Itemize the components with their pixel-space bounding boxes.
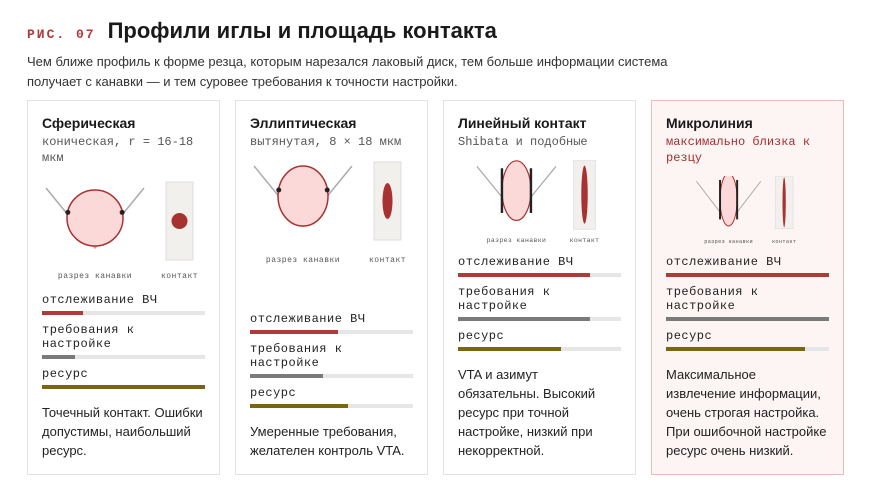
caption: контакт [772,239,796,245]
contact-patch [782,177,786,228]
card-title: Микролиния [666,115,753,131]
contact-point [119,209,125,215]
caption: разрез канавки [487,237,547,244]
diagram: разрез канавки контакт [695,176,796,245]
card-bottom: отслеживание ВЧ требования к настройке рес… [250,304,413,460]
metric-bar [458,317,591,321]
metric-bar [250,404,348,408]
caption: контакт [369,256,406,265]
metric-bar [666,317,829,321]
groove [45,187,145,250]
header: РИС. 07 Профили иглы и площадь контакта [27,18,497,44]
metric-track [42,311,205,315]
metric-bar [42,385,205,389]
stylus-profile [719,176,738,227]
card: Микролиния максимально близка к резцу разр… [651,100,844,475]
metric-label: требования к настройке [666,285,759,313]
metric-bar [458,347,561,351]
metric-bar [666,273,829,277]
card-description: Умеренные требования, желателен контроль… [250,424,405,458]
metric-track [666,317,829,321]
card-bottom: отслеживание ВЧ требования к настройке рес… [666,247,829,460]
card-description: Точечный контакт. Ошибки допустимы, наиб… [42,405,203,458]
card: Эллиптическая вытянутая, 8 × 18 мкм разрез… [235,100,428,475]
diagram: разрез канавки контакт [45,181,198,281]
metric-label: отслеживание ВЧ [42,293,158,307]
metric-label: ресурс [42,367,89,381]
cards: Сферическая коническая, r = 16-18 мкм разр… [27,100,844,475]
contact-patch [581,165,588,224]
metric-bar [250,374,324,378]
metric-track [666,273,829,277]
metric-bar [458,273,591,277]
metric-bar [666,347,805,351]
caption: разрез канавки [58,272,132,281]
stylus-profile [66,189,124,247]
card-subtitle: максимально близка к резцу [666,135,811,165]
card: Сферическая коническая, r = 16-18 мкм разр… [27,100,220,475]
metric-track [458,273,621,277]
metric-label: ресурс [458,329,505,343]
metric-label: требования к настройке [42,323,135,351]
card-subtitle: коническая, r = 16-18 мкм [42,135,194,165]
metric-track [458,317,621,321]
metric-label: ресурс [250,386,297,400]
card-title: Линейный контакт [458,115,587,131]
metric-bar [42,311,83,315]
card-title: Эллиптическая [250,115,357,131]
metric-label: отслеживание ВЧ [458,255,574,269]
caption: разрез канавки [704,239,753,245]
metric-label: отслеживание ВЧ [250,312,366,326]
caption: разрез канавки [266,256,340,265]
card: Линейный контакт Shibata и подобные разрез… [443,100,636,475]
title: Профили иглы и площадь контакта [107,18,497,43]
metric-track [42,385,205,389]
contact-point [65,209,71,215]
card-subtitle: Shibata и подобные [458,135,588,149]
card-subtitle: вытянутая, 8 × 18 мкм [250,135,402,149]
card-title: Сферическая [42,115,136,131]
contact-patch [382,183,393,219]
subtitle: Чем ближе профиль к форме резца, которым… [27,54,668,89]
metric-track [250,374,413,378]
metric-track [250,404,413,408]
stylus-profile [501,160,532,222]
contact-patch [171,213,188,229]
metric-track [42,355,205,359]
card-description: VTA и азимут обязательны. Высокий ресурс… [458,367,596,458]
diagram: разрез канавки контакт [476,160,600,244]
metric-track [666,347,829,351]
metric-label: ресурс [666,329,713,343]
card-description: Максимальное извлечение информации, очен… [666,367,827,458]
metric-label: отслеживание ВЧ [666,255,782,269]
caption: контакт [161,272,198,281]
metric-bar [42,355,75,359]
stylus-profile [277,165,329,227]
figure-label: РИС. 07 [27,27,96,42]
metric-track [458,347,621,351]
metric-bar [250,330,339,334]
card-bottom: отслеживание ВЧ требования к настройке рес… [458,247,621,460]
metric-label: требования к настройке [250,342,343,370]
contact-point [276,187,282,193]
card-bottom: отслеживание ВЧ требования к настройке рес… [42,285,205,460]
contact-point [324,187,330,193]
metric-label: требования к настройке [458,285,551,313]
caption: контакт [570,237,600,244]
diagram: разрез канавки контакт [253,161,406,265]
metric-track [250,330,413,334]
